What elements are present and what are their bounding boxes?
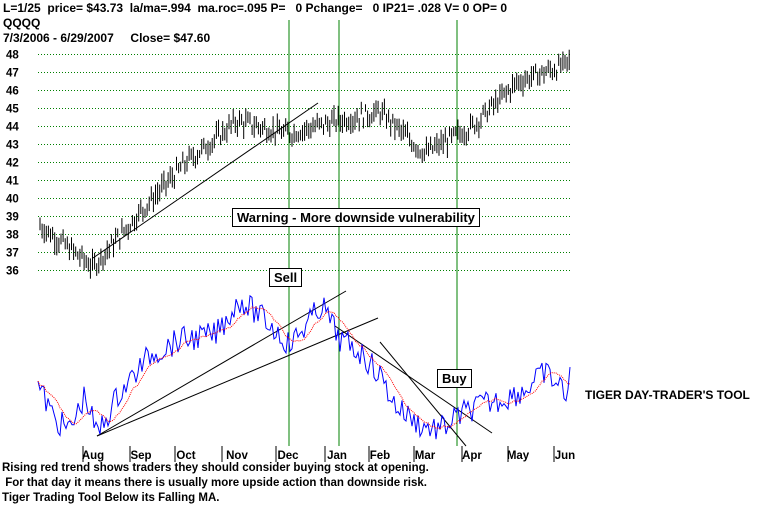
indicator-name-label: TIGER DAY-TRADER'S TOOL [585,388,750,402]
month-label-may: May [507,450,530,462]
price-tick-label: 43 [6,140,19,152]
signal-vertical-lines [288,20,458,446]
caption-line-2: For that day it means there is usually m… [2,477,427,489]
price-tick-label: 46 [6,86,19,98]
indicator-downtrend-line [334,325,493,434]
price-bar-series [39,49,570,279]
price-tick-label: 37 [6,248,19,260]
month-label-jun: Jun [555,450,575,462]
trendlines [92,102,493,447]
date-range-close: 7/3/2006 - 6/29/2007 Close= $47.60 [3,31,211,45]
indicator-line [37,294,571,440]
indicator-downtrend-line-2 [379,341,467,447]
price-tick-label: 42 [6,158,19,170]
price-tick-label: 38 [6,230,19,242]
month-label-apr: Apr [462,450,482,462]
month-label-sep: Sep [130,450,151,462]
caption-line-1: Rising red trend shows traders they shou… [2,462,429,474]
indicator-uptrend-line-2 [96,317,379,437]
buy-annotation: Buy [437,369,472,388]
month-label-oct: Oct [176,450,195,462]
month-label-feb: Feb [370,450,390,462]
month-label-mar: Mar [415,450,436,462]
indicator-series [37,294,571,440]
price-uptrend-line [92,102,319,259]
price-tick-label: 41 [6,176,19,188]
month-axis: Aug Sep Oct Nov Dec Jan Feb Mar Apr May Jun [82,446,575,462]
indicator-moving-average-line [37,306,571,430]
ticker-title: QQQQ [3,16,41,30]
price-tick-label: 39 [6,212,19,224]
indicator-uptrend-line-1 [96,290,347,437]
price-tick-label: 47 [6,68,19,80]
price-tick-label: 40 [6,194,19,206]
price-gridlines [38,54,572,271]
month-label-aug: Aug [82,450,104,462]
price-axis-tick-labels: 36 37 38 39 40 41 42 43 44 45 46 47 48 [6,50,19,278]
month-label-dec: Dec [277,450,299,462]
price-tick-label: 45 [6,104,19,116]
caption-line-3: Tiger Trading Tool Below its Falling MA. [2,492,220,504]
price-tick-label: 36 [6,266,19,278]
header-stats-line: L=1/25 price= $43.73 la/ma=.994 ma.roc=.… [3,1,507,15]
price-tick-label: 44 [6,122,19,134]
month-label-jan: Jan [327,450,347,462]
price-tick-label: 48 [6,50,19,62]
sell-annotation: Sell [269,268,303,287]
warning-annotation: Warning - More downside vulnerability [232,208,480,227]
month-label-nov: Nov [226,450,248,462]
